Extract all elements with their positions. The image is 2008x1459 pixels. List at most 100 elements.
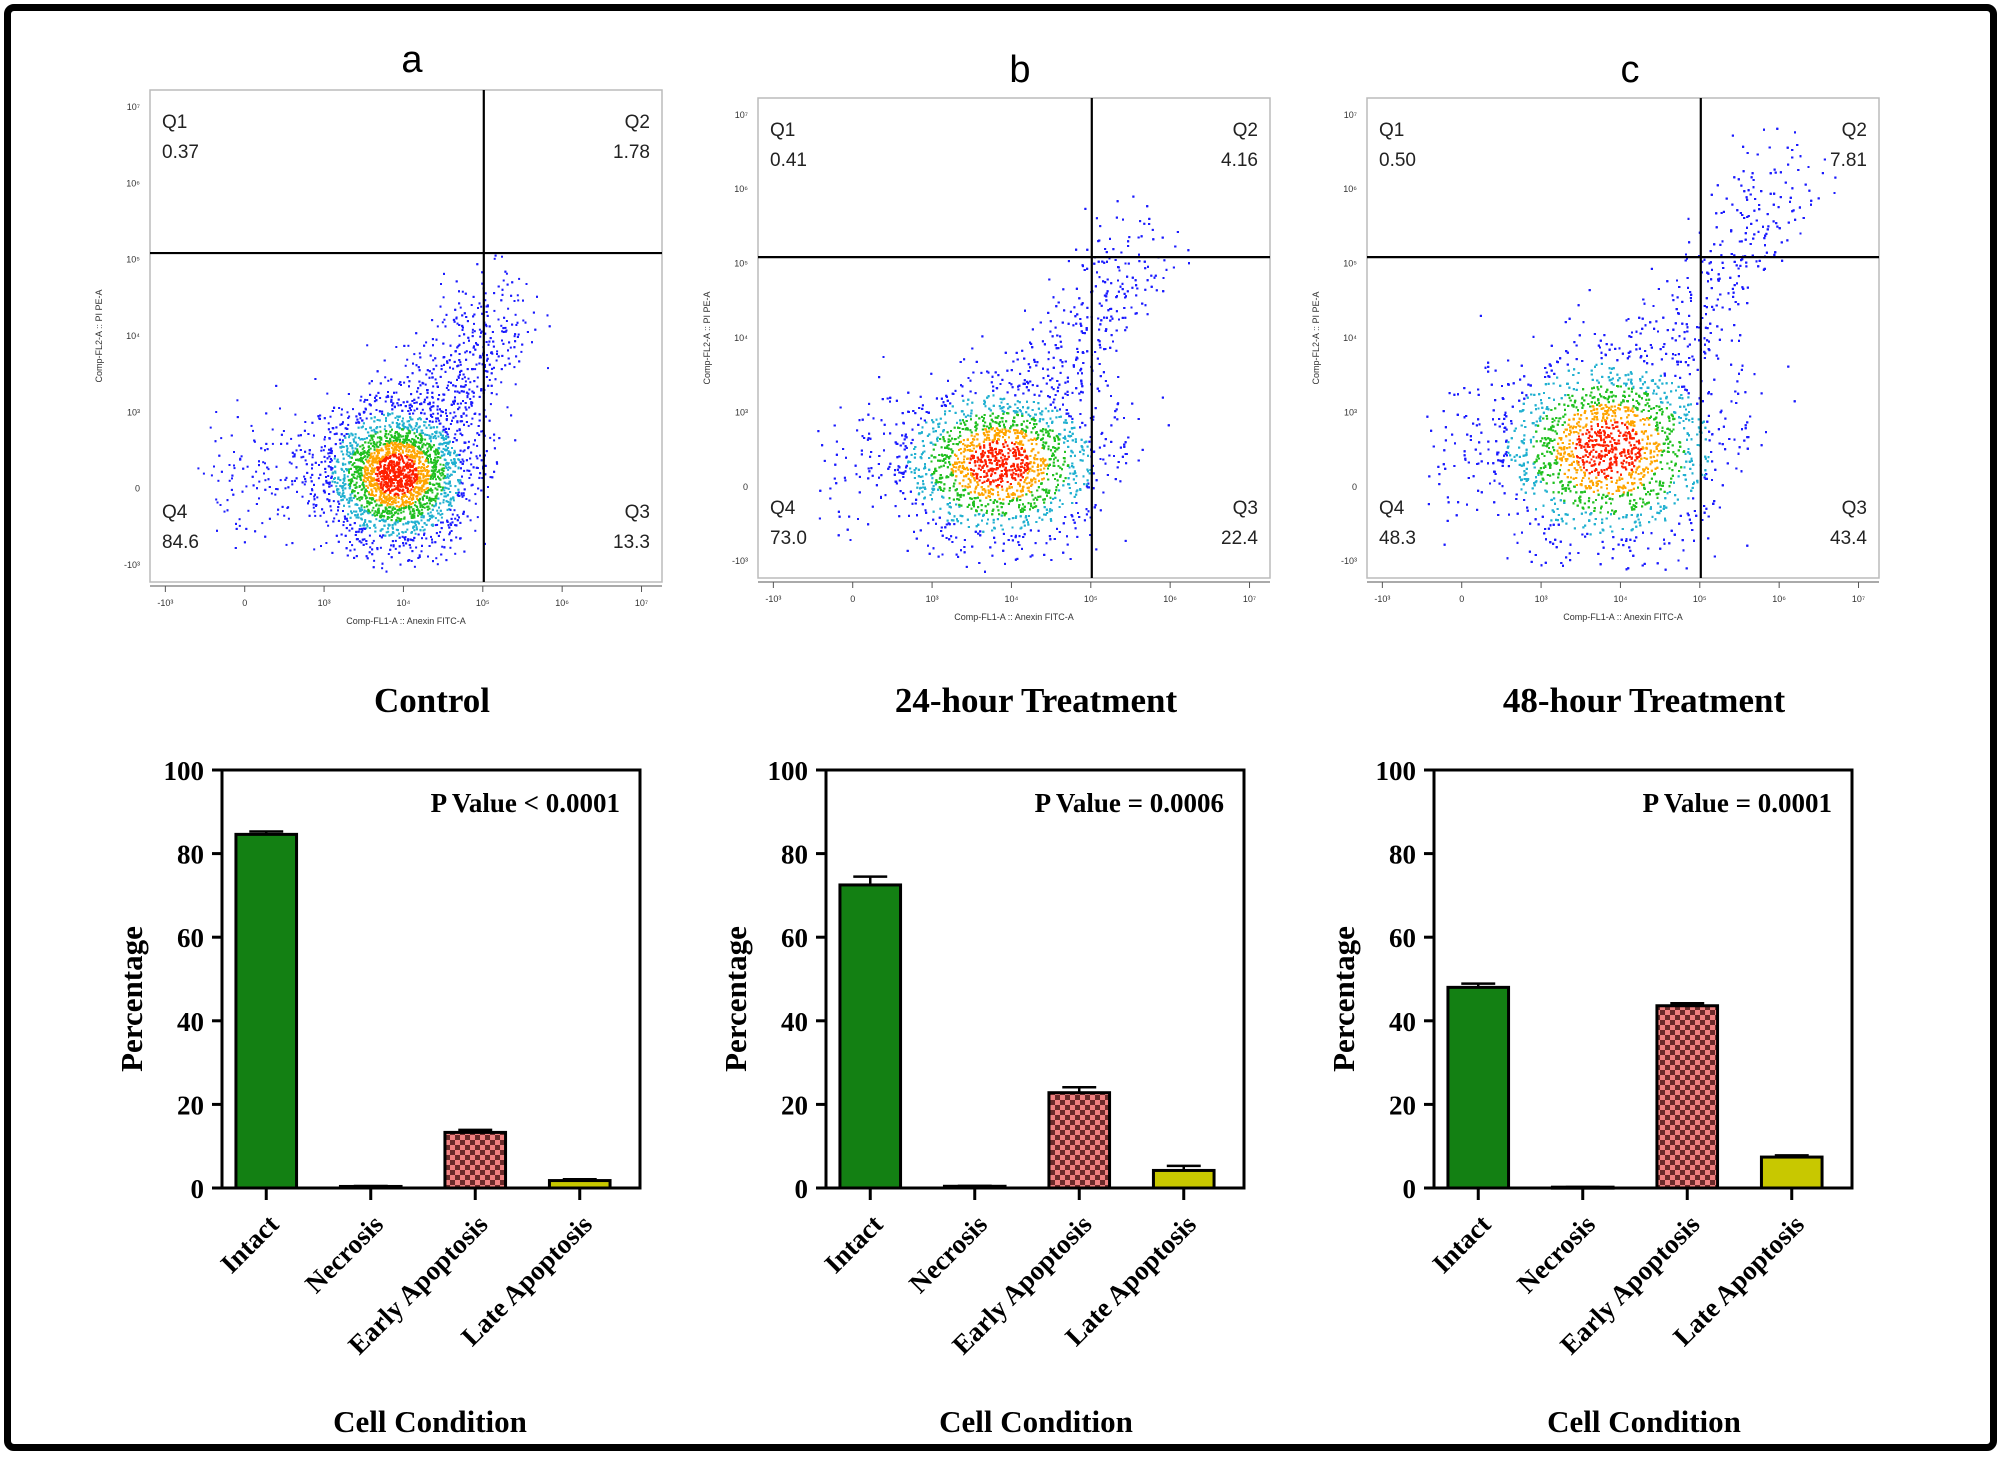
scatter-point xyxy=(385,442,388,445)
scatter-point xyxy=(490,384,493,387)
scatter-point xyxy=(471,483,474,486)
scatter-point xyxy=(299,434,302,437)
scatter-point xyxy=(373,500,376,503)
scatter-point xyxy=(442,342,445,345)
scatter-point xyxy=(480,388,483,391)
scatter-point xyxy=(398,427,401,430)
scatter-point xyxy=(460,385,463,388)
scatter-point xyxy=(367,450,369,453)
scatter-point xyxy=(238,518,241,521)
scatter-point xyxy=(419,442,422,444)
scatter-point xyxy=(358,453,361,456)
scatter-point xyxy=(417,533,420,536)
scatter-point xyxy=(431,461,434,464)
scatter-point xyxy=(309,476,312,479)
scatter-point xyxy=(420,516,423,519)
scatter-point xyxy=(404,483,406,486)
scatter-point xyxy=(314,461,317,464)
scatter-point xyxy=(429,435,432,438)
scatter-point xyxy=(353,548,356,551)
scatter-point xyxy=(400,455,403,458)
scatter-point xyxy=(421,496,424,499)
scatter-point xyxy=(422,382,425,385)
scatter-point xyxy=(335,513,338,516)
scatter-point xyxy=(467,377,470,380)
scatter-point xyxy=(470,451,473,454)
scatter-point xyxy=(359,508,362,511)
scatter-point xyxy=(417,418,419,421)
scatter-point xyxy=(419,438,422,441)
scatter-point xyxy=(503,316,506,319)
scatter-point xyxy=(294,479,296,482)
scatter-point xyxy=(279,407,281,410)
scatter-point xyxy=(525,283,528,285)
scatter-point xyxy=(420,480,422,483)
scatter-point xyxy=(355,510,358,513)
scatter-point xyxy=(358,540,361,543)
scatter-point xyxy=(478,419,481,422)
scatter-point xyxy=(342,446,345,448)
scatter-point xyxy=(341,441,344,444)
scatter-point xyxy=(445,482,448,485)
scatter-point xyxy=(397,483,400,486)
scatter-point xyxy=(413,565,416,568)
scatter-point xyxy=(369,511,372,514)
scatter-point xyxy=(439,408,441,411)
scatter-point xyxy=(418,369,421,372)
scatter-point xyxy=(420,466,423,469)
scatter-point xyxy=(476,385,479,388)
scatter-point xyxy=(349,516,352,519)
scatter-point xyxy=(413,504,416,507)
scatter-point xyxy=(389,496,392,499)
scatter-point xyxy=(434,464,437,466)
scatter-point xyxy=(392,443,394,446)
scatter-point xyxy=(354,436,357,439)
scatter-point xyxy=(385,448,388,451)
scatter-point xyxy=(386,450,389,453)
scatter-point xyxy=(297,434,300,437)
scatter-point xyxy=(437,475,439,478)
scatter-point xyxy=(454,308,457,311)
scatter-point xyxy=(407,410,410,412)
scatter-point xyxy=(461,314,464,317)
scatter-point xyxy=(414,473,417,476)
scatter-point xyxy=(303,475,306,478)
scatter-point xyxy=(420,487,423,490)
scatter-point xyxy=(346,475,349,478)
scatter-point xyxy=(342,478,345,480)
scatter-point xyxy=(504,364,507,367)
scatter-point xyxy=(390,465,393,468)
scatter-point xyxy=(430,415,433,417)
scatter-point xyxy=(456,378,458,381)
scatter-point xyxy=(347,423,350,426)
scatter-point xyxy=(327,422,330,425)
scatter-point xyxy=(409,470,412,472)
scatter-point xyxy=(449,484,452,487)
scatter-point xyxy=(331,480,334,483)
scatter-point xyxy=(348,486,351,489)
scatter-point xyxy=(440,521,442,524)
scatter-point xyxy=(388,452,391,455)
scatter-point xyxy=(352,438,355,441)
scatter-point xyxy=(401,535,404,538)
scatter-point xyxy=(425,466,428,468)
scatter-point xyxy=(238,524,241,527)
scatter-point xyxy=(373,461,376,464)
scatter-point xyxy=(493,439,496,442)
scatter-point xyxy=(384,481,387,483)
scatter-point xyxy=(332,520,335,523)
scatter-point xyxy=(344,427,347,430)
scatter-point xyxy=(202,472,205,475)
scatter-point xyxy=(362,527,365,530)
scatter-point xyxy=(390,483,393,486)
scatter-point xyxy=(416,407,419,410)
scatter-point xyxy=(548,325,551,328)
scatter-point xyxy=(432,359,435,362)
scatter-point xyxy=(393,391,395,394)
scatter-point xyxy=(392,439,395,442)
scatter-point xyxy=(368,493,371,496)
scatter-point xyxy=(348,462,351,465)
scatter-point xyxy=(354,451,357,454)
scatter-point xyxy=(495,461,498,464)
scatter-point xyxy=(366,399,369,401)
